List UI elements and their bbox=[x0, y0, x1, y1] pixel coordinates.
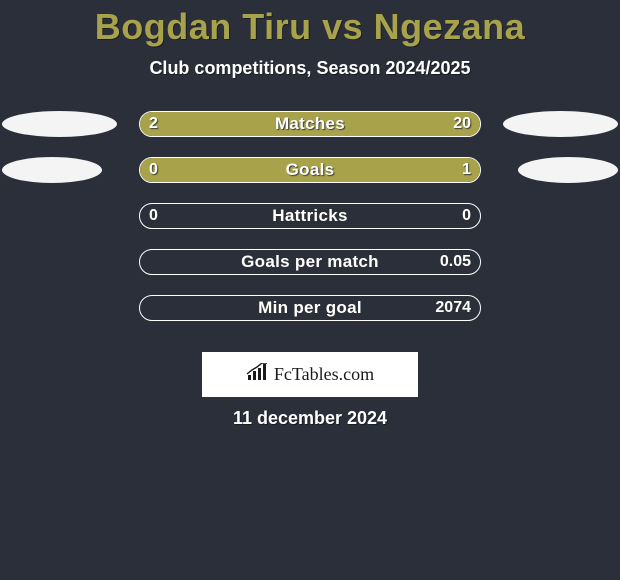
brand-text: FcTables.com bbox=[274, 364, 374, 385]
player-right-ellipse bbox=[503, 111, 618, 137]
date-label: 11 december 2024 bbox=[0, 408, 620, 429]
stat-row: Hattricks00 bbox=[0, 201, 620, 247]
comparison-infographic: Bogdan Tiru vs Ngezana Club competitions… bbox=[0, 0, 620, 580]
stat-rows: Matches220Goals01Hattricks00Goals per ma… bbox=[0, 109, 620, 339]
stat-row: Matches220 bbox=[0, 109, 620, 155]
subtitle: Club competitions, Season 2024/2025 bbox=[0, 58, 620, 79]
stat-bar-right-segment bbox=[201, 112, 480, 136]
stat-bar bbox=[139, 111, 481, 137]
page-title: Bogdan Tiru vs Ngezana bbox=[0, 0, 620, 48]
player-left-ellipse bbox=[2, 111, 117, 137]
player-left-ellipse bbox=[2, 157, 102, 183]
stat-bar bbox=[139, 249, 481, 275]
stat-row: Goals per match0.05 bbox=[0, 247, 620, 293]
player-right-ellipse bbox=[518, 157, 618, 183]
stat-bar bbox=[139, 203, 481, 229]
stat-bar-left-segment bbox=[140, 112, 201, 136]
stat-bar bbox=[139, 295, 481, 321]
chart-icon bbox=[246, 363, 268, 386]
brand-badge: FcTables.com bbox=[202, 352, 418, 397]
stat-bar-right-segment bbox=[140, 158, 480, 182]
stat-row: Min per goal2074 bbox=[0, 293, 620, 339]
stat-bar bbox=[139, 157, 481, 183]
stat-row: Goals01 bbox=[0, 155, 620, 201]
